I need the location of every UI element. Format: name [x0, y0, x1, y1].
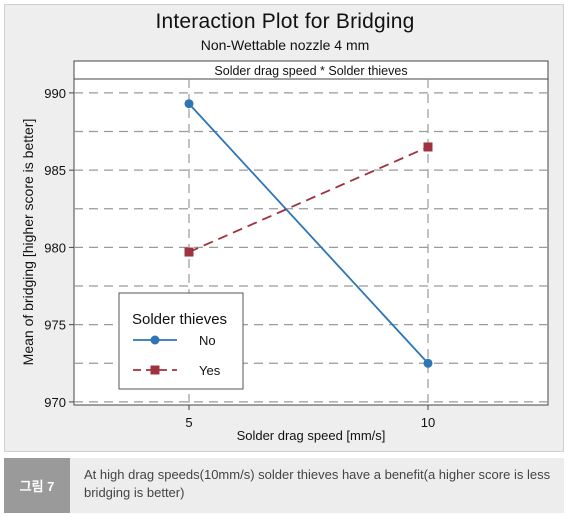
legend-label-no: No: [199, 333, 216, 348]
panel-label: Solder drag speed * Solder thieves: [214, 64, 407, 78]
point-no: [423, 358, 433, 368]
interaction-plot: Solder drag speed * Solder thieves 97097…: [20, 60, 549, 443]
chart-subtitle: Non-Wettable nozzle 4 mm: [200, 37, 370, 53]
series-line-yes: [188, 146, 429, 253]
figure-caption: 그림 7 At high drag speeds(10mm/s) solder …: [4, 458, 564, 513]
y-tick-label: 970: [44, 395, 66, 410]
point-no: [184, 99, 194, 109]
y-tick-label: 975: [44, 318, 66, 333]
caption-tag: 그림 7: [4, 458, 70, 513]
y-tick-label: 980: [44, 240, 66, 255]
point-yes: [423, 142, 433, 152]
caption-text: At high drag speeds(10mm/s) solder thiev…: [84, 467, 551, 500]
y-tick-label: 990: [44, 86, 66, 101]
point-yes: [184, 247, 194, 257]
legend-marker-yes: [150, 365, 160, 375]
x-axis-label: Solder drag speed [mm/s]: [237, 428, 386, 443]
series-layer: [184, 99, 433, 368]
chart-title: Interaction Plot for Bridging: [155, 10, 415, 33]
axis-layer: 970 975 980 985 990 5 10: [44, 86, 435, 430]
legend-label-yes: Yes: [199, 363, 221, 378]
y-axis-label: Mean of bridging [higher score is better…: [20, 119, 36, 366]
legend-box: [118, 292, 244, 390]
y-tick-label: 985: [44, 163, 66, 178]
legend-title: Solder thieves: [132, 311, 227, 328]
x-tick-label: 10: [421, 415, 435, 430]
legend-marker-no: [150, 335, 160, 345]
x-tick-label: 5: [185, 415, 192, 430]
legend: Solder thieves No Yes: [118, 292, 244, 390]
series-line-no: [188, 103, 429, 364]
